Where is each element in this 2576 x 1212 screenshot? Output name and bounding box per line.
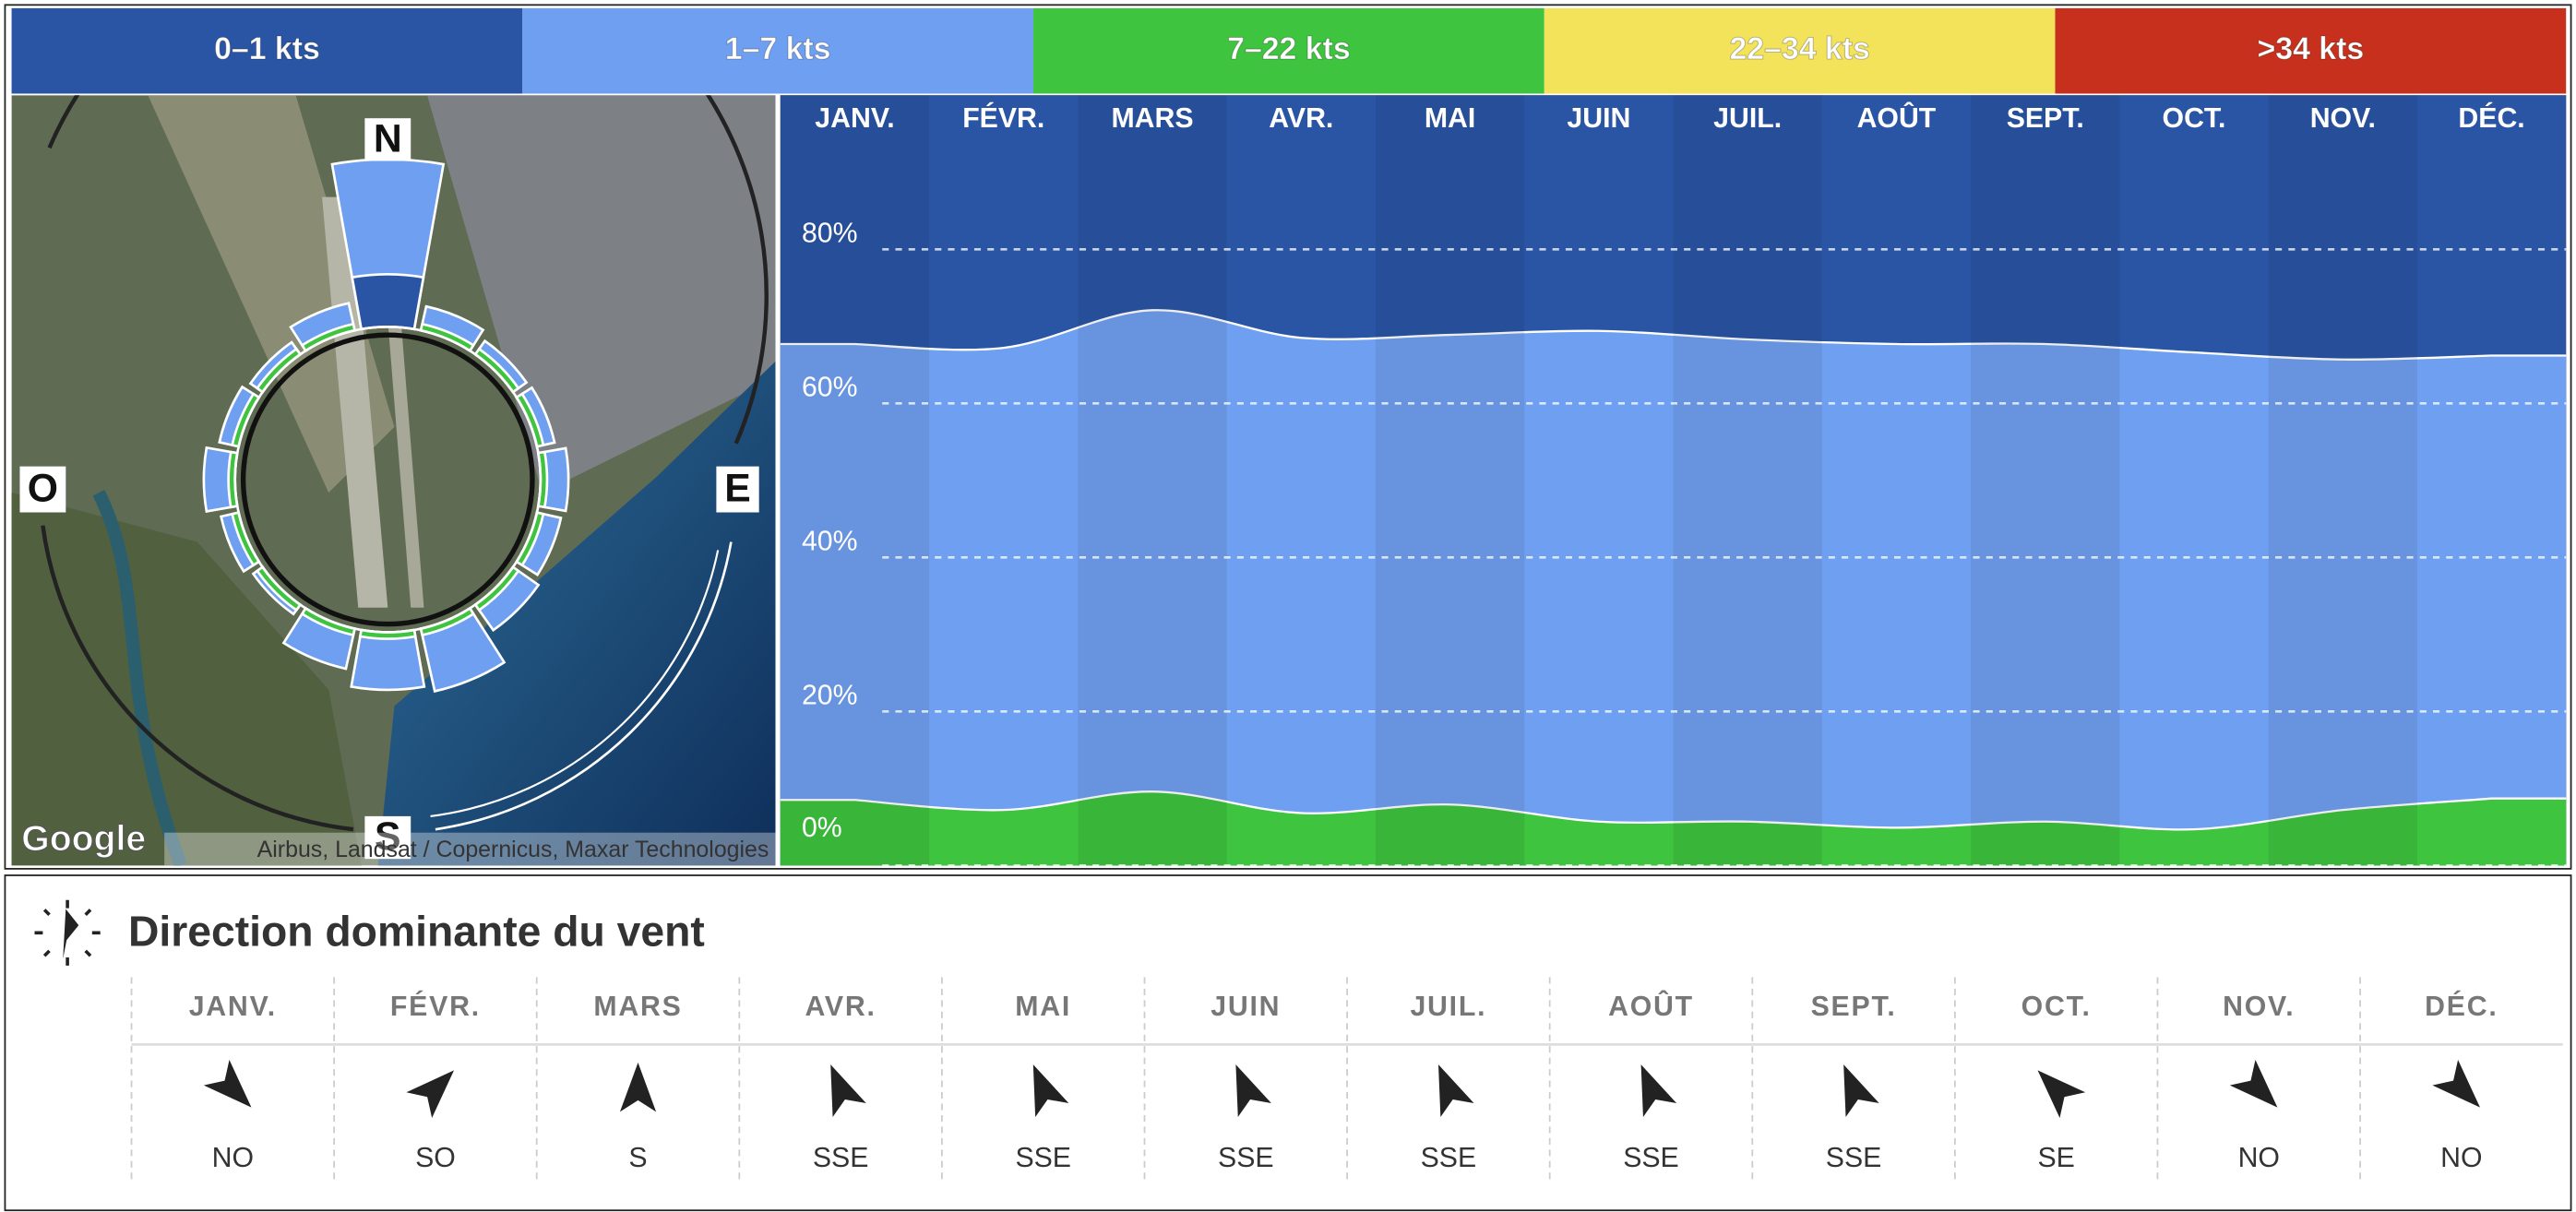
direction-label: SO [415, 1143, 456, 1173]
direction-label: NO [2238, 1143, 2280, 1173]
month-label: MARS [1111, 103, 1193, 134]
month-header: DÉC. [2425, 991, 2498, 1022]
month-label: MAI [1425, 103, 1475, 134]
month-header: MAI [1015, 992, 1071, 1022]
map-attribution: Airbus, Landsat / Copernicus, Maxar Tech… [257, 837, 769, 862]
legend-label: 22–34 kts [1729, 31, 1869, 66]
direction-title: Direction dominante du vent [128, 907, 705, 955]
compass-label: O [28, 467, 58, 511]
direction-label: SSE [1826, 1143, 1882, 1173]
month-label: OCT. [2163, 103, 2226, 134]
direction-label: SSE [1623, 1143, 1679, 1173]
page: {"chart_data": {"type": "area", "stacked… [0, 0, 2576, 1212]
column-shade [781, 95, 929, 865]
direction-label: SSE [1218, 1143, 1274, 1173]
direction-label: SE [2037, 1143, 2074, 1173]
compass-label: E [724, 467, 750, 511]
direction-label: SSE [1421, 1143, 1477, 1173]
legend-label: 1–7 kts [725, 31, 831, 66]
month-header: AOÛT [1608, 991, 1694, 1022]
month-label: JANV. [815, 103, 894, 134]
y-tick-label: 40% [802, 526, 858, 556]
direction-label: NO [2440, 1143, 2482, 1173]
map-logo: Google [21, 819, 146, 859]
direction-label: SSE [813, 1143, 869, 1173]
column-shade [1971, 95, 2119, 865]
month-label: AVR. [1269, 103, 1333, 134]
month-label: JUIN [1567, 103, 1630, 134]
month-header: AVR. [805, 992, 877, 1022]
month-header: MARS [593, 992, 682, 1022]
month-header: OCT. [2021, 992, 2092, 1022]
month-label: SEPT. [2007, 103, 2084, 134]
month-header: JUIN [1210, 992, 1281, 1022]
y-tick-label: 20% [802, 680, 858, 710]
direction-label: S [628, 1143, 647, 1173]
legend-label: 7–22 kts [1227, 31, 1350, 66]
month-label: FÉVR. [962, 102, 1044, 134]
area-chart: JANV. FÉVR. MARS AVR. MAI JUIN JUIL. AOÛT SEPT. O… [781, 95, 2566, 865]
month-header: SEPT. [1811, 992, 1897, 1022]
legend: 0–1 kts 1–7 kts 7–22 kts 22–34 kts >34 kts [12, 8, 2567, 94]
legend-label: 0–1 kts [214, 31, 320, 66]
direction-label: SSE [1015, 1143, 1071, 1173]
column-shade [2269, 95, 2417, 865]
compass-label: N [374, 116, 402, 160]
screenshot: 0–1 kts 1–7 kts 7–22 kts 22–34 kts >34 kts N… [0, 0, 2576, 1212]
map: N E S O Google Airbus, Landsat / Coperni… [12, 0, 776, 865]
month-label: DÉC. [2458, 102, 2524, 134]
month-label: NOV. [2310, 103, 2376, 134]
month-header: NOV. [2223, 992, 2295, 1022]
month-header: JUIL. [1410, 992, 1486, 1022]
column-shade [1078, 95, 1226, 865]
y-tick-label: 60% [802, 372, 858, 402]
legend-label: >34 kts [2258, 31, 2365, 66]
y-tick-label: 0% [802, 813, 842, 843]
direction-label: NO [212, 1143, 254, 1173]
column-shade [1674, 95, 1822, 865]
month-label: AOÛT [1857, 102, 1937, 134]
month-header: FÉVR. [390, 991, 481, 1022]
column-shade [1376, 95, 1524, 865]
rose-petal [352, 274, 423, 328]
month-header: JANV. [189, 992, 277, 1022]
month-label: JUIL. [1713, 103, 1782, 134]
y-tick-label: 80% [802, 218, 858, 248]
